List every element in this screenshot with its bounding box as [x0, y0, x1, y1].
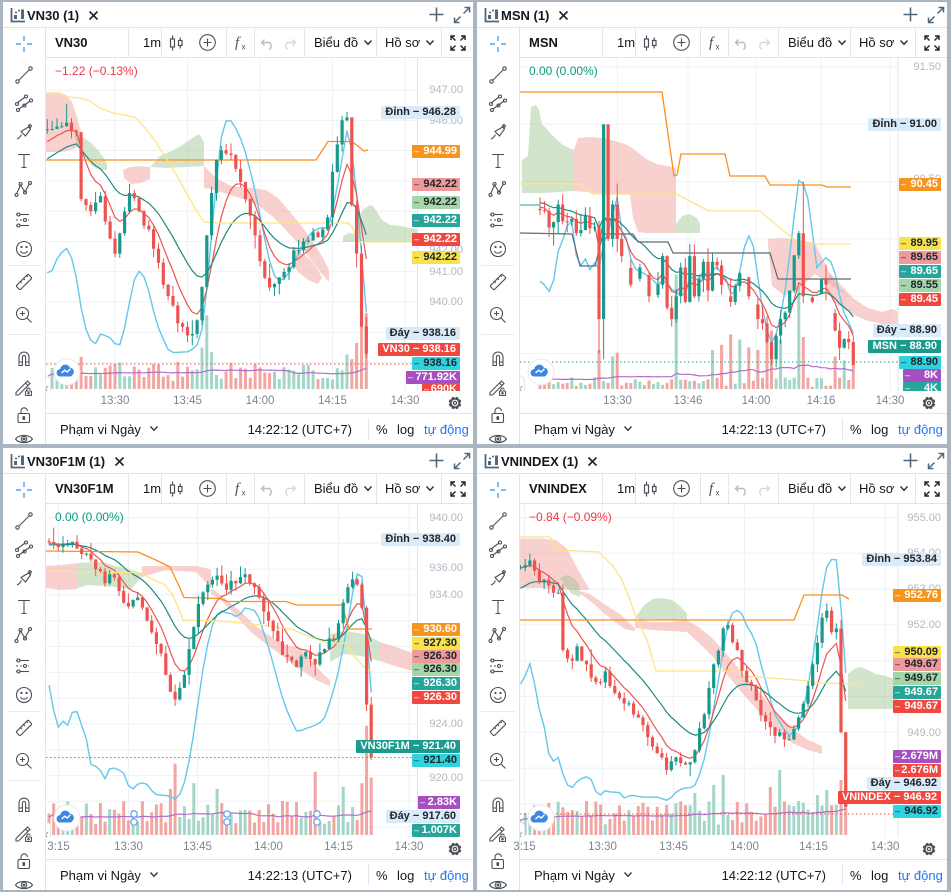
svg-text:x: x: [716, 43, 720, 52]
svg-text:f: f: [709, 481, 715, 497]
svg-text:x: x: [242, 43, 246, 52]
svg-text:x: x: [716, 489, 720, 498]
svg-text:x: x: [242, 489, 246, 498]
svg-text:f: f: [235, 35, 241, 51]
svg-text:f: f: [709, 35, 715, 51]
svg-text:f: f: [235, 481, 241, 497]
